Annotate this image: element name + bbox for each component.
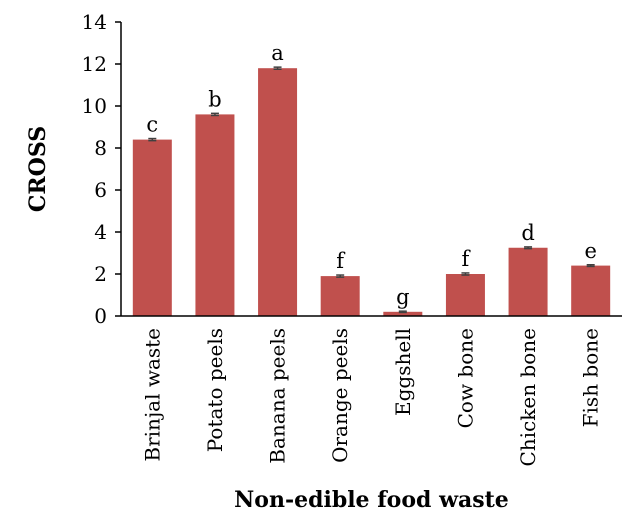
significance-label: b: [208, 87, 221, 111]
x-category-label: Fish bone: [579, 328, 603, 427]
y-tick-label: 4: [94, 220, 107, 244]
x-axis-title: Non-edible food waste: [234, 487, 509, 513]
y-axis-title: CROSS: [25, 126, 51, 212]
bar: [445, 274, 485, 316]
significance-label: a: [271, 41, 284, 65]
significance-label: d: [521, 221, 534, 245]
bar: [195, 114, 235, 317]
y-tick-label: 8: [94, 136, 107, 160]
error-bar: [336, 274, 345, 278]
x-category-label: Banana peels: [266, 328, 290, 464]
error-bar: [586, 264, 595, 268]
error-bar: [148, 137, 157, 142]
bar: [571, 265, 611, 316]
bar: [258, 68, 298, 316]
x-category-label: Cow bone: [453, 328, 477, 428]
y-tick-label: 0: [94, 304, 107, 328]
bar: [508, 247, 548, 316]
error-bar: [398, 310, 407, 314]
significance-label: f: [462, 247, 472, 271]
y-tick-label: 14: [82, 10, 107, 34]
axes-layer: [115, 21, 622, 317]
x-category-label: Chicken bone: [516, 328, 540, 467]
x-category-label: Brinjal waste: [140, 328, 164, 462]
significance-label: f: [336, 249, 346, 273]
y-tick-labels-layer: 0 2 4 6 8 10 12 14: [82, 10, 107, 328]
significance-label: c: [146, 113, 158, 137]
bar: [132, 139, 172, 316]
error-bar: [524, 246, 533, 250]
significance-labels-layer: c b a f g f d e: [146, 41, 596, 309]
y-tick-label: 6: [94, 178, 107, 202]
bar: [383, 311, 423, 316]
y-tick-label: 2: [94, 262, 107, 286]
y-tick-label: 10: [82, 94, 107, 118]
x-category-label: Potato peels: [203, 328, 227, 452]
significance-label: e: [584, 239, 596, 263]
x-category-labels-layer: Brinjal waste Potato peels Banana peels Ora…: [140, 328, 602, 467]
error-bar: [273, 66, 282, 70]
y-tick-label: 12: [82, 52, 107, 76]
significance-label: g: [396, 285, 409, 309]
error-bar: [461, 272, 470, 276]
error-bar: [210, 112, 219, 117]
error-bars-layer: [148, 66, 595, 314]
x-category-label: Eggshell: [391, 328, 415, 416]
bars-layer: [132, 68, 611, 317]
bar: [320, 276, 360, 316]
x-category-label: Orange peels: [328, 328, 352, 463]
